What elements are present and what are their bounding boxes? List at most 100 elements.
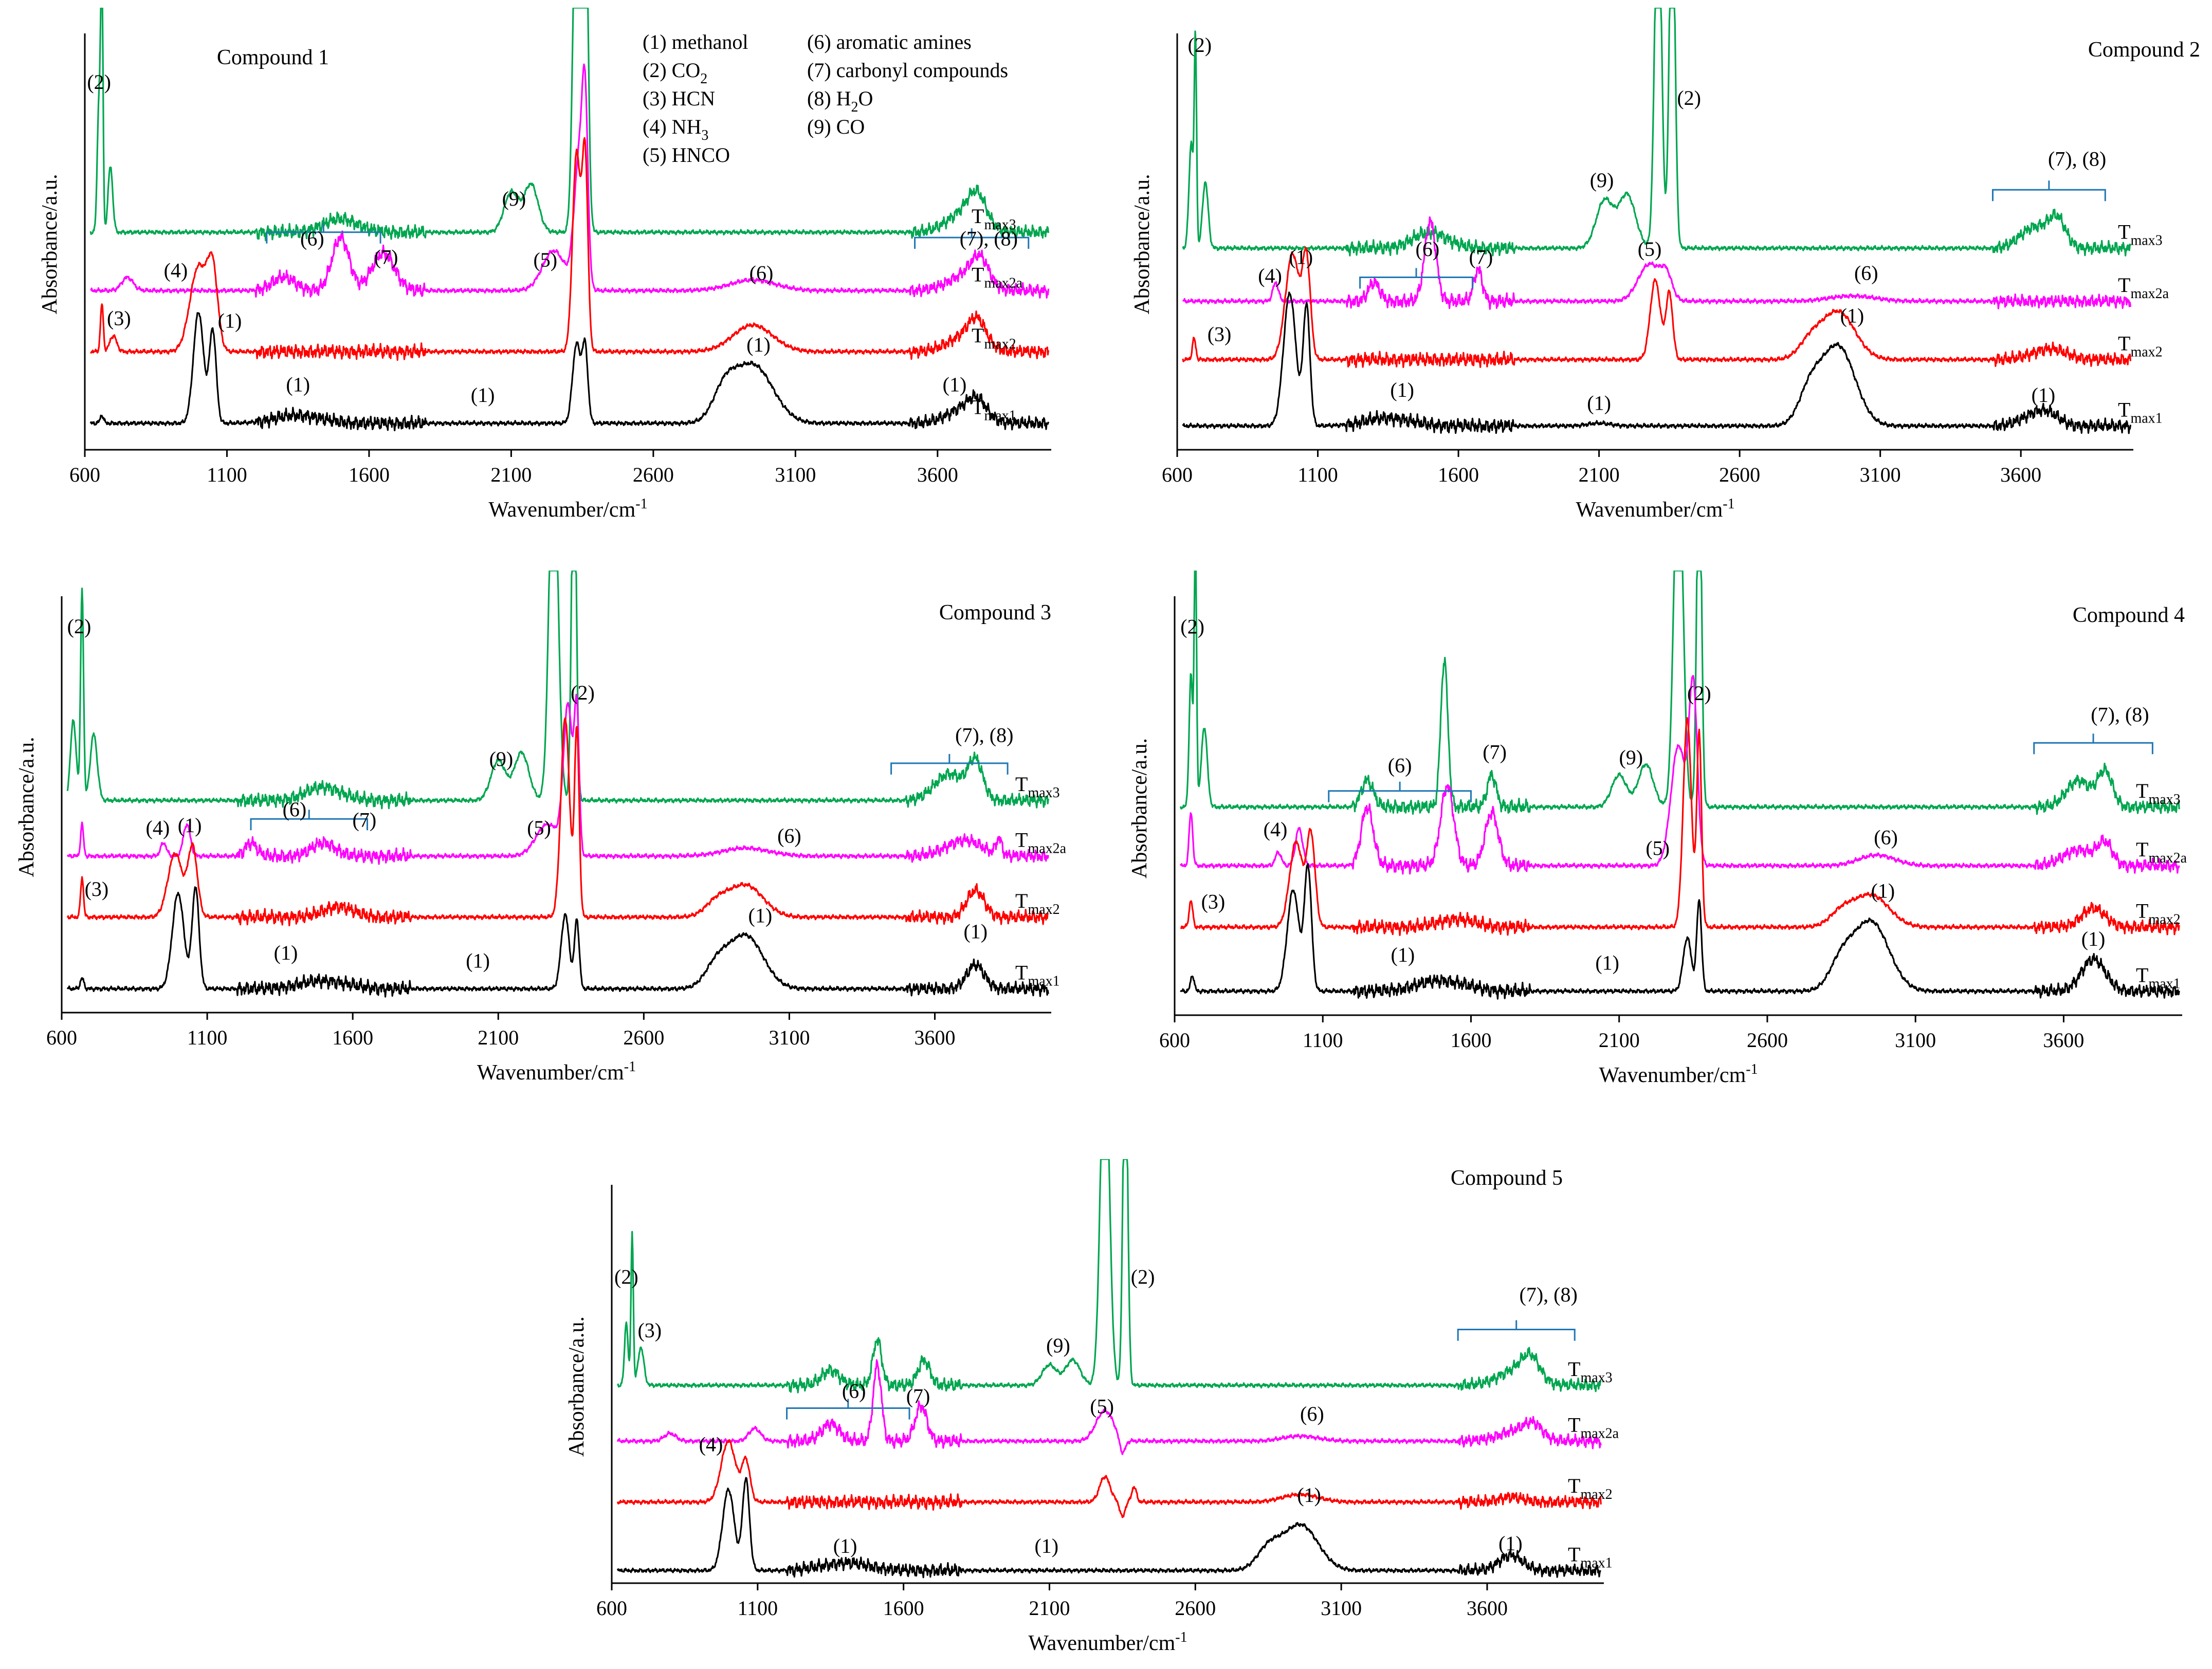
- legend: (1) methanol (2) CO2 (3) HCN (4) NH3 (5)…: [643, 30, 1008, 167]
- peak-annotation: (2): [1131, 1265, 1155, 1289]
- legend-item-3: (3) HCN: [643, 87, 715, 110]
- series-label-Tmax2a: Tmax2a: [972, 263, 1023, 291]
- x-tick-label: 1600: [349, 463, 390, 486]
- series-label-Tmax2a: Tmax2a: [2136, 838, 2187, 866]
- bracket: [1328, 781, 1472, 802]
- x-tick-label: 3100: [1860, 463, 1901, 486]
- x-tick-label: 3100: [1321, 1597, 1362, 1620]
- peak-annotation: (1): [1391, 943, 1415, 966]
- peak-annotation: (1): [1297, 1483, 1321, 1507]
- series-label-Tmax3: Tmax3: [1568, 1358, 1613, 1386]
- x-axis-label-sup: -1: [624, 1059, 636, 1075]
- x-tick-label: 600: [46, 1026, 77, 1049]
- peak-annotation: (7): [1469, 246, 1493, 269]
- peak-annotation: (6): [1874, 826, 1898, 849]
- y-axis-label: Absorbance/a.u.: [1128, 738, 1151, 878]
- series-label-Tmax2: Tmax2: [1568, 1474, 1613, 1502]
- peak-annotation: (9): [1046, 1334, 1070, 1357]
- peak-annotation: (6): [1854, 262, 1878, 285]
- peak-annotation: (3): [85, 877, 109, 901]
- bracket: [890, 754, 1009, 775]
- series-Tmax2a: [1182, 216, 2132, 310]
- legend-item-4: (4) NH3: [643, 115, 708, 143]
- peak-annotation: (5): [1646, 836, 1670, 859]
- peak-annotation: (2): [571, 681, 595, 704]
- x-tick-label: 2100: [1029, 1597, 1070, 1620]
- peak-annotation: (2): [87, 70, 111, 94]
- peak-annotation: (7), (8): [2048, 148, 2106, 171]
- x-tick-label: 3600: [915, 1026, 956, 1049]
- x-axis-label-text: Wavenumber/cm: [477, 1061, 624, 1085]
- series-Tmax3: [89, 8, 1050, 242]
- x-tick-label: 1600: [883, 1597, 924, 1620]
- peak-annotation: (6): [300, 227, 324, 250]
- x-axis-label-sup: -1: [1723, 496, 1734, 512]
- peak-annotation: (1): [218, 309, 242, 333]
- series-Tmax2: [66, 717, 1049, 927]
- bracket: [2033, 733, 2153, 755]
- peak-annotation: (4): [1264, 818, 1288, 841]
- x-tick-label: 2100: [1599, 1029, 1640, 1052]
- series-label-Tmax1: Tmax1: [2118, 398, 2163, 427]
- peak-annotation: (2): [1180, 615, 1204, 638]
- x-tick-label: 2600: [623, 1026, 664, 1049]
- x-tick-label: 1100: [1303, 1029, 1343, 1052]
- x-tick-label: 3600: [917, 463, 958, 486]
- series-label-Tmax2: Tmax2: [2118, 332, 2163, 360]
- peak-annotation: (3): [1201, 890, 1226, 913]
- peak-annotation: (5): [1638, 237, 1662, 261]
- y-axis-label: Absorbance/a.u.: [1130, 174, 1154, 315]
- x-axis-label: Wavenumber/cm-1: [477, 1059, 636, 1085]
- x-tick-label: 3100: [775, 463, 816, 486]
- peak-annotation: (1): [2081, 927, 2106, 950]
- peak-annotation: (1): [748, 904, 773, 927]
- x-axis-label-text: Wavenumber/cm: [1599, 1063, 1746, 1087]
- peak-annotation: (1): [1595, 951, 1619, 975]
- peak-annotation: (4): [699, 1433, 723, 1456]
- peak-annotation: (7), (8): [1520, 1283, 1578, 1306]
- peak-annotation: (1): [466, 949, 490, 972]
- peak-annotation: (2): [614, 1265, 638, 1289]
- x-tick-label: 1600: [332, 1026, 373, 1049]
- x-tick-label: 2600: [1175, 1597, 1216, 1620]
- peak-annotation: (4): [146, 816, 170, 839]
- chart-title: Compound 2: [2088, 38, 2200, 62]
- series-label-Tmax3: Tmax3: [972, 205, 1016, 233]
- legend-item-2: (2) CO2: [643, 59, 707, 87]
- peak-annotation: (3): [637, 1318, 662, 1342]
- series-label-Tmax3: Tmax3: [2136, 779, 2181, 808]
- series-Tmax3: [66, 571, 1049, 810]
- legend-item-8-sub: 2: [851, 99, 858, 115]
- peak-annotation: (9): [1590, 169, 1614, 192]
- x-axis-label: Wavenumber/cm-1: [488, 496, 647, 522]
- peak-annotation: (1): [1034, 1534, 1058, 1557]
- series-Tmax1: [89, 312, 1050, 431]
- x-tick-label: 2100: [1579, 463, 1620, 486]
- bracket: [1991, 180, 2106, 201]
- x-tick-label: 600: [69, 463, 100, 486]
- peak-annotation: (9): [502, 187, 526, 210]
- peak-annotation: (7), (8): [955, 724, 1013, 747]
- y-axis-label: Absorbance/a.u.: [565, 1316, 589, 1457]
- legend-item-4-sub: 3: [701, 127, 708, 143]
- series-label-Tmax2a: Tmax2a: [1568, 1414, 1619, 1442]
- peak-annotation: (1): [963, 920, 988, 943]
- series-Tmax1: [616, 1477, 1601, 1579]
- series-Tmax1: [66, 886, 1049, 998]
- x-axis-label-sup: -1: [635, 496, 647, 512]
- x-tick-label: 3600: [1467, 1597, 1508, 1620]
- x-axis-label-text: Wavenumber/cm: [1576, 498, 1723, 522]
- peak-annotation: (3): [1208, 322, 1232, 345]
- peak-annotation: (9): [1619, 746, 1643, 769]
- panel-4: 600 1100 1600 2100 2600 3100 3600 Wavenumber/cm…: [1128, 571, 2187, 1087]
- peak-annotation: (1): [1587, 392, 1611, 415]
- peak-annotation: (1): [286, 373, 310, 396]
- peak-annotation: (1): [943, 373, 967, 396]
- peak-annotation: (3): [107, 306, 131, 329]
- series-Tmax1: [1182, 291, 2132, 434]
- peak-annotation: (4): [164, 259, 188, 282]
- peak-annotation: (6): [842, 1380, 866, 1403]
- peak-annotation: (5): [1090, 1395, 1114, 1418]
- panel-1: 600 1100 1600 2100 2600 3100 3600 Wavenumber/cm…: [38, 8, 1051, 522]
